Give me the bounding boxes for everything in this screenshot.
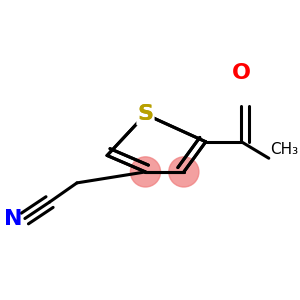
Circle shape — [130, 157, 160, 187]
Text: CH₃: CH₃ — [270, 142, 298, 157]
Text: S: S — [137, 104, 154, 124]
Text: O: O — [232, 63, 251, 83]
Text: N: N — [4, 208, 22, 229]
Circle shape — [169, 157, 199, 187]
Text: S: S — [137, 104, 154, 124]
